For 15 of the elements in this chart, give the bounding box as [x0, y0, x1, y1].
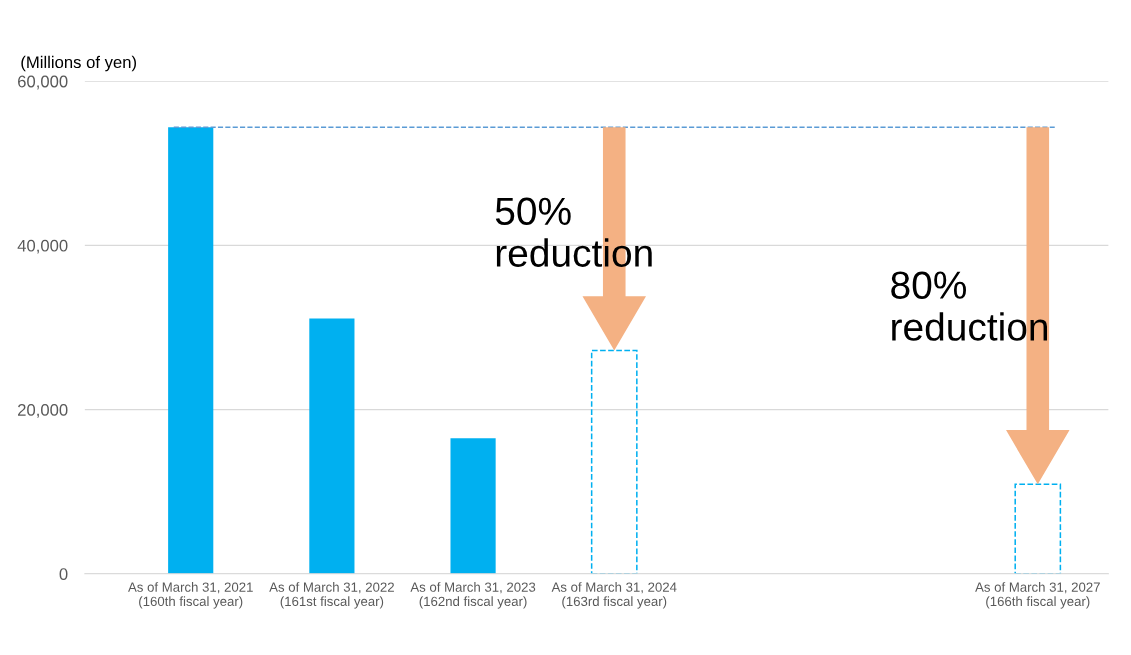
bar — [450, 438, 496, 574]
y-tick-label: 20,000 — [18, 403, 68, 418]
x-tick-label: As of March 31, 2024 (163rd fiscal year) — [551, 582, 677, 609]
y-tick-label: 40,000 — [17, 239, 68, 254]
y-axis-title: (Millions of yen) — [21, 55, 137, 72]
annotation: 80% reduction — [891, 271, 1048, 341]
annotation: 50% reduction — [495, 197, 652, 267]
y-tick-label: 60,000 — [18, 75, 68, 90]
bar — [168, 127, 214, 574]
x-tick-label: As of March 31, 2022 (161st fiscal year) — [269, 582, 394, 609]
bar — [309, 318, 355, 574]
x-tick-label: As of March 31, 2027 (166th fiscal year) — [975, 582, 1100, 609]
x-tick-label: As of March 31, 2023 (162nd fiscal year) — [410, 582, 536, 609]
x-tick-label: As of March 31, 2021 (160th fiscal year) — [128, 582, 253, 609]
y-tick-label: 0 — [59, 568, 68, 580]
